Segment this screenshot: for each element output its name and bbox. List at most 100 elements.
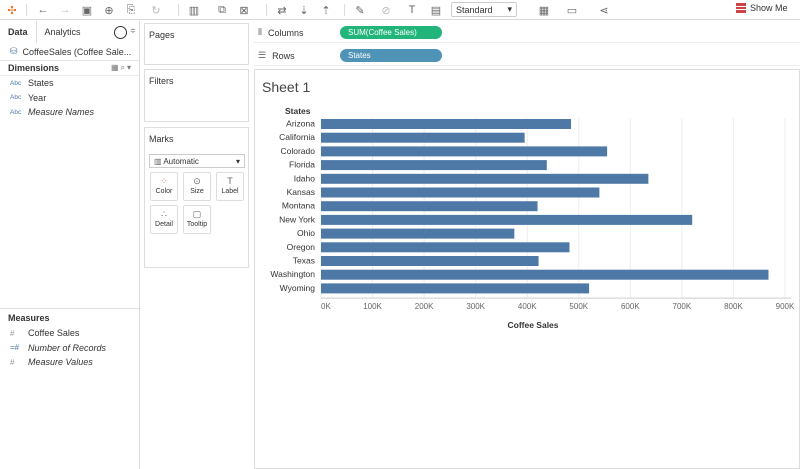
bar[interactable] bbox=[321, 132, 525, 143]
category-label: Wyoming bbox=[280, 283, 316, 293]
view-fit-select[interactable]: Standard ▾ bbox=[451, 2, 517, 17]
x-tick-label: 500K bbox=[569, 302, 588, 311]
color-button[interactable]: ⁘ Color bbox=[150, 172, 178, 201]
show-me-button[interactable]: Show Me bbox=[736, 3, 788, 13]
tab-analytics[interactable]: Analytics bbox=[35, 21, 122, 43]
filters-title: Filters bbox=[149, 76, 174, 86]
bar[interactable] bbox=[321, 146, 608, 157]
dimension-item-states[interactable]: Abc States bbox=[0, 76, 139, 91]
chevron-down-icon: ▾ bbox=[507, 4, 512, 14]
bar[interactable] bbox=[321, 269, 769, 280]
dimension-label: States bbox=[28, 78, 54, 89]
x-tick-label: 800K bbox=[724, 302, 743, 311]
dimension-label: Year bbox=[28, 92, 47, 103]
color-label: Color bbox=[155, 188, 173, 195]
bar[interactable] bbox=[321, 256, 539, 266]
sheet-title[interactable]: Sheet 1 bbox=[262, 79, 311, 95]
category-label: New York bbox=[279, 214, 316, 224]
cursor-icon bbox=[114, 26, 127, 39]
bar[interactable] bbox=[321, 119, 572, 129]
new-datasource-icon[interactable]: ⊕ bbox=[104, 4, 114, 17]
size-label: Size bbox=[190, 188, 204, 195]
clear-icon[interactable]: ⊠ bbox=[239, 4, 249, 17]
presentation-icon[interactable]: ▦ bbox=[538, 4, 550, 17]
group-icon[interactable]: ⊘ bbox=[381, 4, 391, 17]
duplicate-icon[interactable]: ⧉ bbox=[218, 3, 226, 16]
share-icon[interactable]: ⋖ bbox=[599, 4, 609, 17]
datasource-item[interactable]: ⛁ CoffeeSales (Coffee Sale... bbox=[0, 43, 139, 61]
category-label: California bbox=[279, 132, 315, 142]
paste-icon[interactable]: ⎘ bbox=[126, 3, 136, 16]
bar[interactable] bbox=[321, 242, 570, 253]
filters-card[interactable]: Filters bbox=[144, 69, 249, 122]
x-tick-label: 300K bbox=[466, 302, 485, 311]
label-button[interactable]: T Label bbox=[216, 172, 244, 201]
rows-shelf[interactable]: ☰ Rows States bbox=[254, 46, 800, 66]
rows-pill[interactable]: States bbox=[340, 49, 442, 62]
columns-shelf[interactable]: ⦀ Columns SUM(Coffee Sales) bbox=[254, 23, 800, 43]
measure-label: Number of Records bbox=[28, 342, 107, 353]
save-icon[interactable]: ▣ bbox=[81, 4, 93, 17]
calculated-number-icon: =# bbox=[10, 343, 20, 353]
measure-item-coffee-sales[interactable]: # Coffee Sales bbox=[0, 326, 140, 341]
string-type-icon: Abc bbox=[10, 79, 22, 87]
string-type-icon: Abc bbox=[10, 94, 22, 102]
marks-title: Marks bbox=[149, 134, 174, 144]
back-icon[interactable]: ← bbox=[37, 4, 49, 16]
detail-label: Detail bbox=[155, 221, 173, 228]
menu-icon[interactable]: ≑ bbox=[130, 28, 136, 35]
string-type-icon: Abc bbox=[10, 108, 22, 116]
bar[interactable] bbox=[321, 187, 600, 198]
measures-section: Measures # Coffee Sales =# Number of Rec… bbox=[0, 308, 140, 370]
label-icon[interactable]: T bbox=[408, 4, 416, 16]
dimension-item-measure-names[interactable]: Abc Measure Names bbox=[0, 105, 139, 120]
sort-ascending-icon[interactable]: ⇣ bbox=[299, 4, 309, 17]
tooltip-button[interactable]: ▢ Tooltip bbox=[183, 205, 211, 234]
bar-chart-icon: ▥ bbox=[154, 156, 164, 166]
detail-button[interactable]: ∴ Detail bbox=[150, 205, 178, 234]
forward-icon[interactable]: → bbox=[59, 4, 71, 16]
bar[interactable] bbox=[321, 228, 515, 239]
columns-pill[interactable]: SUM(Coffee Sales) bbox=[340, 26, 442, 39]
dimensions-tools[interactable]: ▦⌕▾ bbox=[110, 63, 133, 72]
size-icon: ⊙ bbox=[193, 176, 201, 186]
bar[interactable] bbox=[321, 160, 547, 171]
category-label: Montana bbox=[282, 201, 315, 211]
bar[interactable] bbox=[321, 173, 649, 184]
sort-descending-icon[interactable]: ⇡ bbox=[321, 4, 331, 17]
tableau-logo-icon[interactable]: ✣ bbox=[7, 4, 17, 17]
show-cards-icon[interactable]: ▭ bbox=[566, 4, 578, 17]
x-tick-label: 200K bbox=[415, 302, 434, 311]
tab-data[interactable]: Data bbox=[8, 27, 28, 37]
fit-icon[interactable]: ▤ bbox=[430, 4, 442, 17]
show-me-icon bbox=[736, 3, 746, 13]
measure-item-measure-values[interactable]: # Measure Values bbox=[0, 355, 140, 370]
toolbar-divider bbox=[26, 4, 27, 16]
tooltip-label: Tooltip bbox=[186, 221, 208, 228]
show-me-label: Show Me bbox=[750, 3, 788, 13]
swap-icon[interactable]: ⇄ bbox=[277, 4, 287, 17]
highlight-icon[interactable]: ✎ bbox=[355, 4, 365, 17]
category-label: Arizona bbox=[286, 119, 315, 129]
columns-shelf-label: ⦀ Columns bbox=[254, 27, 340, 38]
bar[interactable] bbox=[321, 283, 590, 294]
mark-type-select[interactable]: ▥ Automatic ▾ bbox=[149, 154, 245, 168]
rows-icon: ☰ bbox=[258, 50, 267, 60]
chevron-down-icon: ▾ bbox=[235, 156, 240, 166]
dimensions-list: Abc States Abc Year Abc Measure Names bbox=[0, 76, 139, 120]
columns-label: Columns bbox=[267, 27, 304, 38]
toolbar-divider bbox=[344, 4, 345, 16]
refresh-icon[interactable]: ↻ bbox=[151, 4, 161, 17]
bar[interactable] bbox=[321, 201, 538, 212]
view-fit-value: Standard bbox=[456, 4, 493, 15]
dimension-label: Measure Names bbox=[28, 107, 95, 118]
new-worksheet-icon[interactable]: ▥ bbox=[188, 4, 200, 17]
dimensions-header: Dimensions ▦⌕▾ bbox=[0, 61, 139, 76]
measure-item-number-of-records[interactable]: =# Number of Records bbox=[0, 341, 140, 356]
dimension-item-year[interactable]: Abc Year bbox=[0, 91, 139, 106]
bar[interactable] bbox=[321, 214, 693, 225]
size-button[interactable]: ⊙ Size bbox=[183, 172, 211, 201]
rows-label: Rows bbox=[272, 50, 295, 61]
pages-card[interactable]: Pages bbox=[144, 23, 249, 65]
category-label: Ohio bbox=[297, 228, 315, 238]
